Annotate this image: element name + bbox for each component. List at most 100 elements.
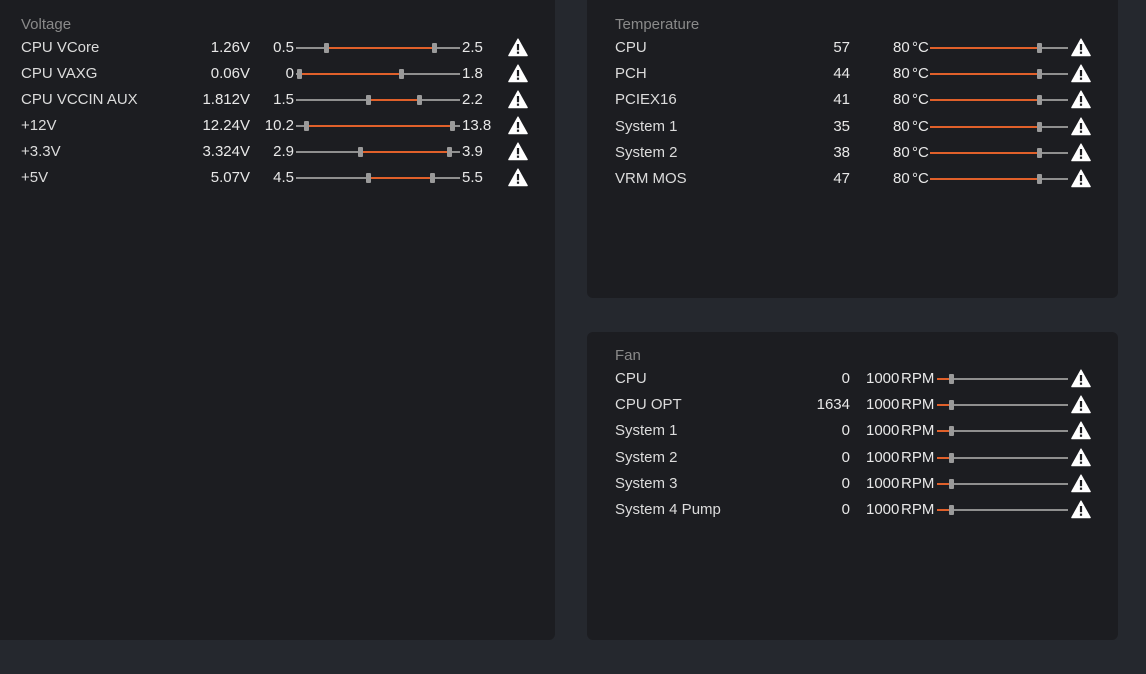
fan-row: CPU 0 1000 RPM — [587, 369, 1118, 389]
fan-limit-slider[interactable] — [937, 426, 1068, 437]
temperature-reading: 41 — [833, 91, 850, 109]
voltage-max-limit: 1.8 — [462, 65, 483, 82]
temperature-sensor-name: PCIEX16 — [615, 91, 677, 109]
voltage-low-handle[interactable] — [366, 173, 372, 183]
fan-limit-fill — [937, 482, 952, 485]
voltage-row: +3.3V 3.324V 2.9 3.9 — [0, 142, 555, 162]
voltage-high-handle[interactable] — [417, 95, 422, 105]
fan-sensor-name: System 3 — [615, 474, 678, 492]
voltage-high-handle[interactable] — [430, 173, 436, 183]
voltage-low-handle[interactable] — [366, 95, 372, 105]
warning-triangle-icon[interactable] — [508, 38, 528, 57]
temperature-limit-slider[interactable] — [930, 147, 1068, 158]
voltage-range-slider[interactable] — [296, 147, 460, 157]
fan-limit-handle[interactable] — [949, 505, 955, 515]
temperature-sensor-name: System 2 — [615, 143, 678, 161]
warning-triangle-icon[interactable] — [1071, 421, 1091, 440]
voltage-sensor-name: +12V — [21, 117, 57, 134]
warning-triangle-icon[interactable] — [508, 116, 528, 135]
temperature-limit-slider[interactable] — [930, 69, 1068, 80]
voltage-range-slider[interactable] — [296, 69, 460, 79]
warning-triangle-icon[interactable] — [1071, 369, 1091, 388]
temperature-limit-handle[interactable] — [1037, 69, 1043, 80]
warning-triangle-icon[interactable] — [508, 90, 528, 109]
voltage-low-handle[interactable] — [323, 43, 329, 53]
temperature-limit-value: 80 — [893, 143, 910, 161]
fan-limit-value: 1000 — [866, 422, 900, 440]
warning-triangle-icon[interactable] — [508, 64, 528, 83]
voltage-low-handle[interactable] — [297, 69, 303, 79]
fan-unit: RPM — [901, 422, 935, 440]
fan-limit-slider[interactable] — [937, 400, 1068, 411]
fan-limit-handle[interactable] — [949, 452, 955, 463]
temperature-limit-handle[interactable] — [1037, 121, 1043, 132]
temperature-limit-value: 80 — [893, 39, 910, 56]
voltage-range-slider[interactable] — [296, 173, 460, 183]
voltage-sensor-name: CPU VCore — [21, 39, 100, 56]
temperature-reading: 38 — [833, 143, 850, 161]
temperature-limit-fill — [930, 178, 1040, 180]
fan-limit-slider[interactable] — [937, 478, 1068, 489]
fan-reading: 0 — [841, 501, 850, 518]
warning-triangle-icon[interactable] — [1071, 447, 1091, 467]
voltage-row: +5V 5.07V 4.5 5.5 — [0, 168, 555, 188]
temperature-limit-handle[interactable] — [1037, 43, 1043, 53]
voltage-high-handle[interactable] — [449, 121, 455, 131]
fan-reading: 0 — [841, 370, 850, 387]
voltage-max-limit: 5.5 — [462, 169, 483, 186]
warning-triangle-icon[interactable] — [1071, 116, 1091, 136]
warning-triangle-icon[interactable] — [1071, 395, 1091, 414]
fan-limit-value: 1000 — [866, 396, 900, 414]
fan-limit-slider[interactable] — [937, 374, 1068, 384]
fan-panel-title: Fan — [615, 347, 641, 364]
voltage-high-handle[interactable] — [446, 147, 452, 157]
warning-triangle-icon[interactable] — [1071, 169, 1091, 188]
temperature-limit-handle[interactable] — [1037, 147, 1043, 158]
fan-limit-value: 1000 — [866, 370, 900, 387]
voltage-high-handle[interactable] — [398, 69, 404, 79]
voltage-sensor-name: CPU VAXG — [21, 65, 98, 82]
voltage-max-limit: 2.2 — [462, 91, 483, 108]
temperature-unit: °C — [912, 170, 929, 187]
fan-limit-handle[interactable] — [949, 426, 955, 437]
warning-triangle-icon[interactable] — [1071, 474, 1091, 493]
temperature-row: System 2 38 80 °C — [587, 143, 1118, 163]
temperature-limit-slider[interactable] — [930, 95, 1068, 106]
warning-triangle-icon[interactable] — [1071, 143, 1091, 162]
fan-limit-handle[interactable] — [949, 374, 955, 384]
voltage-low-handle[interactable] — [303, 121, 309, 131]
fan-limit-slider[interactable] — [937, 505, 1068, 515]
fan-reading: 1634 — [816, 396, 850, 414]
voltage-low-handle[interactable] — [357, 147, 363, 157]
temperature-limit-slider[interactable] — [930, 174, 1068, 184]
temperature-reading: 44 — [833, 65, 850, 83]
voltage-range-slider[interactable] — [296, 43, 460, 53]
temperature-limit-slider[interactable] — [930, 43, 1068, 53]
warning-triangle-icon[interactable] — [1071, 64, 1091, 83]
voltage-range-slider[interactable] — [296, 121, 460, 131]
voltage-max-limit: 13.8 — [462, 117, 492, 134]
fan-limit-value: 1000 — [866, 501, 900, 518]
fan-sensor-name: System 1 — [615, 422, 678, 440]
warning-triangle-icon[interactable] — [1071, 38, 1091, 57]
temperature-limit-handle[interactable] — [1037, 174, 1043, 184]
temperature-limit-slider[interactable] — [930, 121, 1068, 132]
voltage-range-slider[interactable] — [296, 95, 460, 105]
warning-triangle-icon[interactable] — [1071, 90, 1091, 109]
voltage-reading: 5.07V — [210, 169, 250, 186]
temperature-limit-fill — [930, 125, 1040, 128]
fan-reading: 0 — [841, 474, 850, 492]
warning-triangle-icon[interactable] — [1071, 500, 1091, 519]
voltage-reading: 3.324V — [202, 143, 250, 160]
fan-limit-handle[interactable] — [949, 400, 955, 411]
temperature-unit: °C — [912, 143, 929, 161]
fan-limit-slider[interactable] — [937, 452, 1068, 463]
warning-triangle-icon[interactable] — [508, 142, 528, 161]
voltage-sensor-name: +5V — [21, 169, 49, 186]
voltage-sensor-name: CPU VCCIN AUX — [21, 91, 138, 108]
temperature-limit-handle[interactable] — [1037, 95, 1043, 106]
voltage-high-handle[interactable] — [431, 43, 437, 53]
warning-triangle-icon[interactable] — [508, 168, 528, 187]
fan-unit: RPM — [901, 448, 935, 466]
fan-limit-handle[interactable] — [949, 478, 955, 489]
